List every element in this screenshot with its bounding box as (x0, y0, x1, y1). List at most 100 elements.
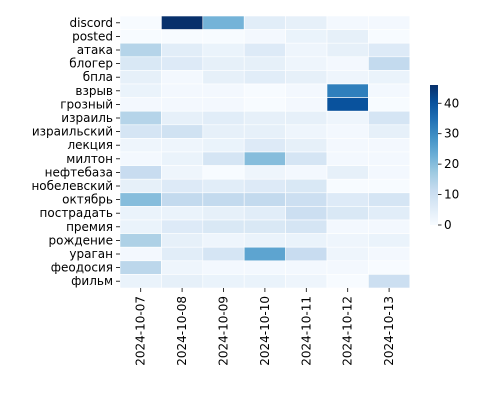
heatmap-cell (202, 233, 245, 248)
heatmap-cell (285, 274, 328, 289)
x-tick-label: 2024-10-08 (175, 296, 189, 366)
heatmap-cell (368, 97, 411, 112)
heatmap-cell (326, 29, 369, 44)
heatmap-cell (326, 274, 369, 289)
heatmap-cell (119, 165, 162, 180)
heatmap-cell (243, 97, 286, 112)
heatmap-cell (161, 56, 204, 71)
heatmap-cell (119, 206, 162, 221)
heatmap-cell (326, 15, 369, 30)
y-tick-label: posted (72, 29, 113, 43)
heatmap-cell (202, 151, 245, 166)
heatmap-cell (326, 151, 369, 166)
heatmap-cell (202, 246, 245, 262)
y-tick-label: израильский (32, 125, 113, 139)
heatmap-cell (119, 274, 162, 289)
x-axis-labels: 2024-10-07 2024-10-08 2024-10-09 2024-10-10… (134, 288, 396, 366)
y-tick-label: атака (77, 43, 113, 57)
y-tick-label: октябрь (62, 193, 113, 207)
heatmap-cell (202, 83, 245, 98)
y-tick-label: блогер (69, 57, 113, 71)
heatmap-cell (368, 70, 411, 85)
heatmap-cell (368, 138, 411, 153)
heatmap-cell (326, 124, 369, 139)
heatmap-cell (285, 42, 328, 58)
heatmap-cell (243, 206, 286, 221)
heatmap-cell (243, 274, 286, 289)
y-tick-label: рождение (49, 233, 113, 247)
heatmap-cell (119, 151, 162, 166)
y-tick-label: премия (66, 220, 113, 234)
heatmap-cell (368, 206, 411, 221)
heatmap-cell (326, 97, 369, 112)
y-tick-label: фильм (71, 274, 113, 288)
heatmap-cell (161, 178, 204, 194)
heatmap-cell (202, 29, 245, 44)
heatmap-cell (285, 29, 328, 44)
heatmap-cell (368, 274, 411, 289)
heatmap-cell (243, 138, 286, 153)
heatmap-cell (243, 165, 286, 180)
y-tick-label: израиль (61, 111, 113, 125)
heatmap-cell (202, 138, 245, 153)
heatmap-cell (243, 42, 286, 58)
heatmap-cell (368, 56, 411, 71)
x-tick-label: 2024-10-10 (258, 296, 272, 366)
heatmap-cell (202, 165, 245, 180)
heatmap-cell (326, 260, 369, 275)
heatmap-cell (161, 233, 204, 248)
heatmap-cell (161, 274, 204, 289)
heatmap-cell (368, 165, 411, 180)
y-tick-label: discord (70, 16, 113, 30)
y-tick-label: нобелевский (31, 179, 113, 193)
heatmap-cell (368, 15, 411, 30)
heatmap-cell (326, 219, 369, 234)
heatmap-cell (243, 124, 286, 139)
heatmap-cells (119, 15, 411, 289)
x-tick-label: 2024-10-11 (299, 296, 313, 366)
heatmap-cell (161, 83, 204, 98)
heatmap-cell (119, 178, 162, 194)
heatmap-cell (368, 151, 411, 166)
y-axis-labels: discordpostedатакаблогербплавзрывгрозный… (31, 16, 120, 288)
heatmap-cell (119, 29, 162, 44)
heatmap-cell (243, 233, 286, 248)
heatmap-cell (368, 42, 411, 58)
heatmap-cell (161, 151, 204, 166)
heatmap-cell (119, 97, 162, 112)
heatmap-cell (285, 15, 328, 30)
heatmap-cell (285, 219, 328, 234)
heatmap-cell (161, 219, 204, 234)
heatmap-cell (368, 192, 411, 207)
colorbar-tick-label: 10 (444, 188, 459, 202)
heatmap-cell (285, 138, 328, 153)
heatmap-cell (119, 83, 162, 98)
colorbar-tick-label: 30 (444, 127, 459, 141)
heatmap-cell (285, 260, 328, 275)
heatmap-cell (326, 70, 369, 85)
heatmap-cell (161, 124, 204, 139)
heatmap-cell (202, 97, 245, 112)
heatmap-cell (119, 15, 162, 30)
heatmap-cell (119, 138, 162, 153)
heatmap-cell (243, 246, 286, 262)
heatmap-cell (326, 83, 369, 98)
heatmap-cell (368, 260, 411, 275)
heatmap-cell (368, 178, 411, 194)
heatmap-cell (326, 206, 369, 221)
colorbar: 0 10 20 30 40 (430, 85, 459, 232)
heatmap-cell (285, 70, 328, 85)
heatmap-cell (119, 260, 162, 275)
heatmap-cell (202, 110, 245, 126)
heatmap-cell (202, 15, 245, 30)
heatmap-cell (326, 233, 369, 248)
heatmap-cell (202, 206, 245, 221)
heatmap-cell (161, 192, 204, 207)
heatmap-cell (119, 110, 162, 126)
heatmap-cell (202, 192, 245, 207)
heatmap-cell (285, 110, 328, 126)
heatmap-cell (119, 192, 162, 207)
heatmap-cell (243, 178, 286, 194)
heatmap-cell (243, 192, 286, 207)
